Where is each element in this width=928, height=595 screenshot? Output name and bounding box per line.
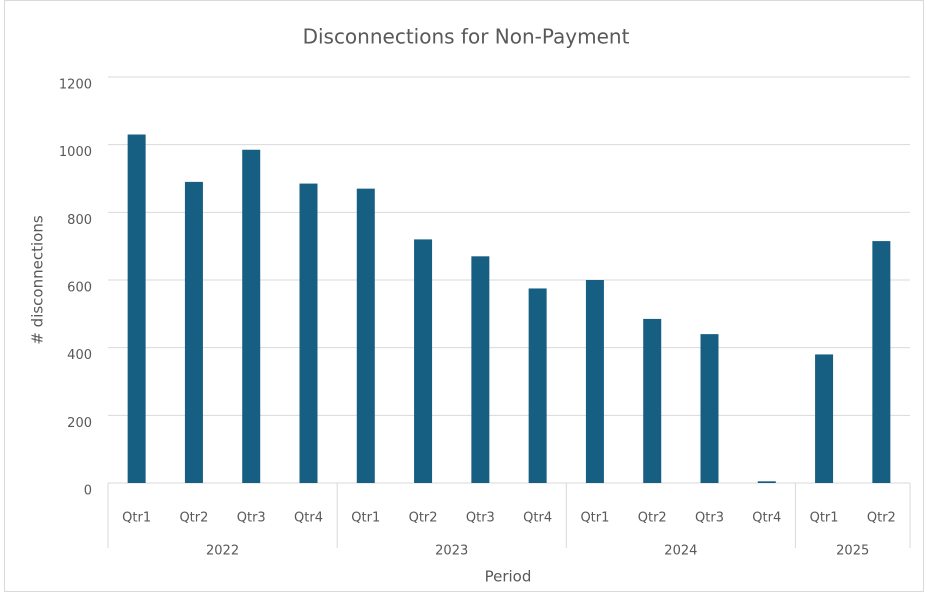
bar <box>242 149 261 483</box>
x-tick-label: Qtr2 <box>179 511 208 526</box>
y-tick-label: 200 <box>67 416 92 431</box>
bar <box>528 288 547 483</box>
x-tick-label: Qtr3 <box>466 511 495 526</box>
bar <box>184 181 203 483</box>
x-tick-label: Qtr2 <box>409 511 438 526</box>
bar <box>414 239 433 483</box>
x-axis-title: Period <box>485 568 532 586</box>
x-tick-label: Qtr4 <box>523 511 552 526</box>
x-tick-label: Qtr3 <box>695 511 724 526</box>
x-tick-label: Qtr1 <box>580 511 609 526</box>
x-tick-label: Qtr1 <box>122 511 151 526</box>
group-label: 2025 <box>836 544 869 559</box>
bar <box>757 481 776 483</box>
group-label: 2022 <box>206 544 239 559</box>
y-axis-title: # disconnections <box>29 215 47 344</box>
x-tick-label: Qtr3 <box>237 511 266 526</box>
bar <box>299 183 318 483</box>
bar <box>356 188 375 483</box>
y-tick-label: 1000 <box>59 145 92 160</box>
y-tick-label: 0 <box>84 484 92 499</box>
bar <box>643 318 662 483</box>
y-tick-label: 800 <box>67 213 92 228</box>
y-tick-label: 1200 <box>59 78 92 93</box>
y-tick-label: 400 <box>67 348 92 363</box>
group-label: 2023 <box>435 544 468 559</box>
bar <box>585 280 604 483</box>
chart-border <box>4 0 924 592</box>
x-tick-label: Qtr4 <box>294 511 323 526</box>
bar <box>815 354 834 483</box>
bar <box>872 241 891 483</box>
y-tick-label: 600 <box>67 281 92 296</box>
x-tick-label: Qtr2 <box>638 511 667 526</box>
x-tick-label: Qtr2 <box>867 511 896 526</box>
x-tick-label: Qtr1 <box>810 511 839 526</box>
group-label: 2024 <box>664 544 697 559</box>
bar <box>700 334 719 483</box>
chart-title: Disconnections for Non-Payment <box>303 25 630 49</box>
bar <box>471 256 490 483</box>
x-tick-label: Qtr1 <box>351 511 380 526</box>
x-tick-label: Qtr4 <box>752 511 781 526</box>
bar <box>127 134 146 483</box>
